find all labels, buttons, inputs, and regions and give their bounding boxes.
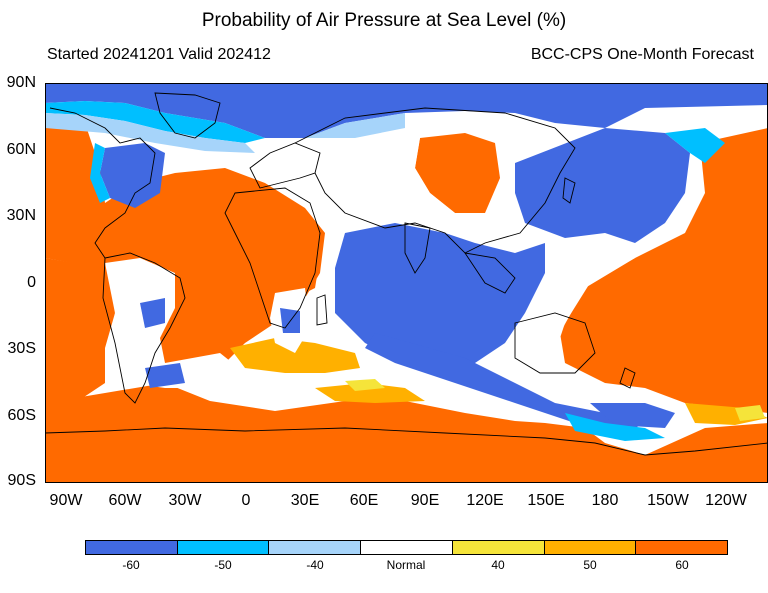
region-north-asia-normal: [315, 133, 490, 263]
legend-swatch-minus-40: [269, 541, 362, 554]
region-north-america-cyan: [90, 143, 110, 203]
coast-india: [404, 222, 431, 274]
region-pacific-yellow: [735, 405, 765, 421]
coast-new-zealand: [619, 367, 636, 389]
region-atlantic-orange: [45, 118, 325, 383]
lat-label-equator: 0: [27, 274, 36, 291]
region-indian-ocean-blue: [335, 223, 545, 368]
coast-africa: [224, 187, 321, 329]
coast-north-america: [49, 107, 156, 259]
legend-swatch-60: [636, 541, 728, 554]
legend-label-normal: Normal: [386, 558, 426, 572]
start-valid-date: Started 20241201 Valid 202412: [47, 46, 271, 63]
lat-label-30n: 30N: [6, 207, 36, 224]
region-africa-orange: [220, 218, 320, 313]
legend-swatch-minus-50: [177, 541, 270, 554]
region-brazil-blue: [140, 298, 165, 328]
coast-australia: [514, 312, 596, 374]
region-southern-ocean-orange: [45, 383, 768, 483]
lon-label-0: 0: [241, 492, 251, 509]
region-north-pacific-east-orange: [560, 128, 768, 413]
lat-label-30s: 30S: [7, 340, 36, 357]
legend-label-minus-60: -60: [122, 558, 140, 572]
probability-field: [45, 83, 768, 483]
legend-label-minus-40: -40: [306, 558, 324, 572]
region-indian-yellow: [345, 379, 385, 391]
coast-south-america: [102, 252, 186, 404]
legend-label-50: 50: [583, 558, 597, 572]
probability-map: [45, 83, 768, 483]
lon-label-90e: 90E: [410, 492, 440, 509]
coast-madagascar: [316, 294, 328, 326]
coast-japan: [562, 177, 576, 204]
lon-label-30w: 30W: [168, 492, 202, 509]
region-argentina-blue: [145, 363, 185, 388]
lon-label-180: 180: [591, 492, 619, 509]
legend-label-40: 40: [491, 558, 505, 572]
coast-antarctica: [45, 427, 768, 456]
region-indian-southern-blue: [365, 333, 645, 433]
lon-label-120e: 120E: [466, 492, 504, 509]
legend-swatch-40: [452, 541, 545, 554]
legend-label-minus-50: -50: [214, 558, 232, 572]
legend-label-60: 60: [675, 558, 689, 572]
region-southern-cyan: [565, 413, 665, 441]
legend-swatch-normal: [361, 541, 453, 554]
coast-greenland: [154, 92, 221, 139]
lon-label-150e: 150E: [527, 492, 565, 509]
color-legend: [85, 540, 728, 555]
region-north-asia-paleblue: [305, 113, 405, 138]
region-siberia-orange: [415, 133, 500, 213]
region-north-pacific-west-blue: [515, 128, 690, 243]
region-south-atlantic-50: [230, 338, 360, 373]
lat-label-60n: 60N: [6, 141, 36, 158]
region-arctic-paleblue: [45, 113, 255, 153]
lon-label-150w: 150W: [647, 492, 689, 509]
lat-label-60s: 60S: [7, 407, 36, 424]
forecast-source: BCC-CPS One-Month Forecast: [530, 46, 754, 63]
region-south-pacific-orange: [45, 258, 115, 403]
coast-southeast-asia: [464, 252, 516, 294]
region-pacific-cyan: [665, 128, 725, 163]
lon-label-60e: 60E: [349, 492, 379, 509]
continent-outlines: [45, 92, 768, 456]
map-title: Probability of Air Pressure at Sea Level…: [201, 10, 567, 31]
region-north-america-blue: [100, 143, 165, 208]
region-south-america-normal: [105, 258, 245, 388]
lon-label-60w: 60W: [108, 492, 142, 509]
lon-label-120w: 120W: [705, 492, 747, 509]
lat-label-90n: 90N: [6, 74, 36, 91]
lat-label-90s: 90S: [7, 472, 36, 489]
region-indian-south-50: [315, 383, 425, 403]
region-south-pacific-normal: [515, 233, 645, 353]
legend-swatch-50: [544, 541, 637, 554]
region-tasman-blue: [590, 403, 675, 428]
legend-swatch-minus-60: [86, 541, 178, 554]
lon-label-30e: 30E: [290, 492, 320, 509]
lon-label-90w: 90W: [49, 492, 83, 509]
region-arctic-cyan: [45, 101, 265, 143]
coast-asia: [294, 107, 576, 254]
